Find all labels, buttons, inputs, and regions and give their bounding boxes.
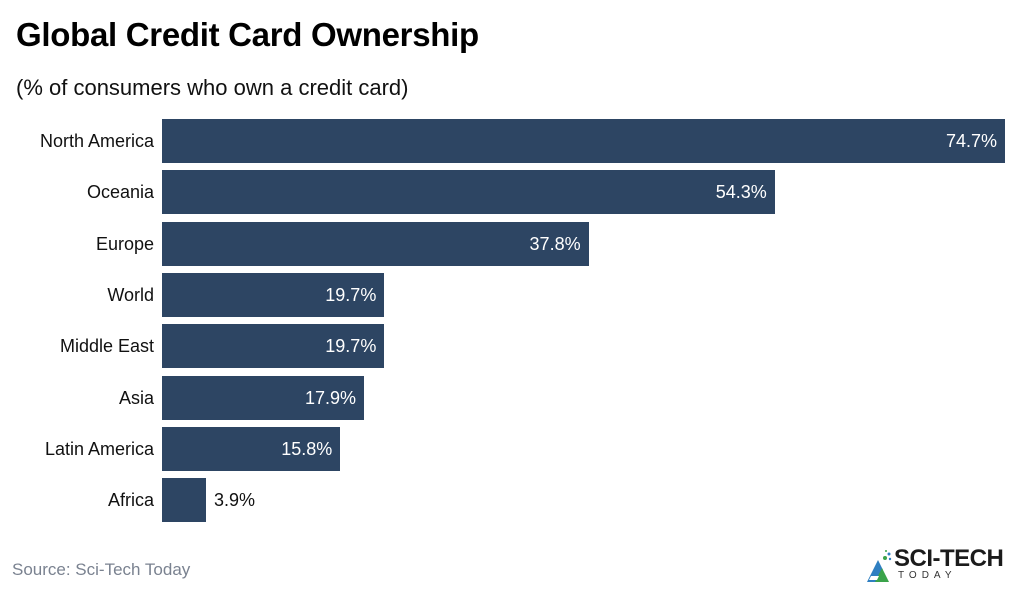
category-label: Asia	[118, 387, 154, 408]
category-label: Oceania	[86, 182, 154, 203]
value-label: 54.3%	[715, 182, 767, 203]
logo-subtext: TODAY	[898, 570, 957, 581]
category-label: Middle East	[59, 336, 154, 357]
chart-title: Global Credit Card Ownership	[16, 16, 479, 53]
logo-mark-icon	[867, 550, 892, 582]
sci-tech-today-logo: SCI-TECH TODAY	[865, 546, 1015, 584]
category-label: North America	[39, 131, 154, 151]
bar-row: Middle East 19.7%	[0, 324, 1022, 369]
bar	[162, 324, 385, 369]
bar-row: Europe 37.8%	[0, 221, 1022, 266]
category-label: World	[107, 284, 154, 305]
value-label: 17.9%	[304, 387, 357, 408]
source-note: Source: Sci-Tech Today	[12, 560, 191, 579]
bar	[162, 221, 589, 266]
category-label: Africa	[107, 490, 154, 511]
bar-row: Oceania 54.3%	[0, 170, 1022, 215]
bar-row: North America 74.7%	[0, 119, 1022, 163]
bar	[162, 478, 206, 523]
value-label: 15.8%	[281, 438, 333, 459]
bar	[162, 272, 385, 317]
value-label: 19.7%	[325, 284, 377, 305]
bar	[162, 375, 364, 420]
bar-row: Asia 17.9%	[0, 375, 1022, 420]
value-label: 19.7%	[325, 336, 377, 357]
bar	[162, 426, 341, 471]
category-label: Europe	[95, 233, 154, 254]
value-label: 37.8%	[529, 233, 581, 254]
chart-subtitle: (% of consumers who own a credit card)	[16, 75, 409, 100]
value-label: 3.9%	[214, 490, 256, 511]
bar-row: Africa 3.9%	[0, 478, 1022, 523]
value-label: 74.7%	[945, 131, 997, 151]
bar-row: Latin America 15.8%	[0, 426, 1022, 471]
category-label: Latin America	[44, 438, 154, 459]
bar	[162, 119, 1005, 163]
bar-row: World 19.7%	[0, 272, 1022, 317]
logo-text: SCI-TECH	[894, 545, 1004, 572]
bar	[162, 170, 775, 215]
